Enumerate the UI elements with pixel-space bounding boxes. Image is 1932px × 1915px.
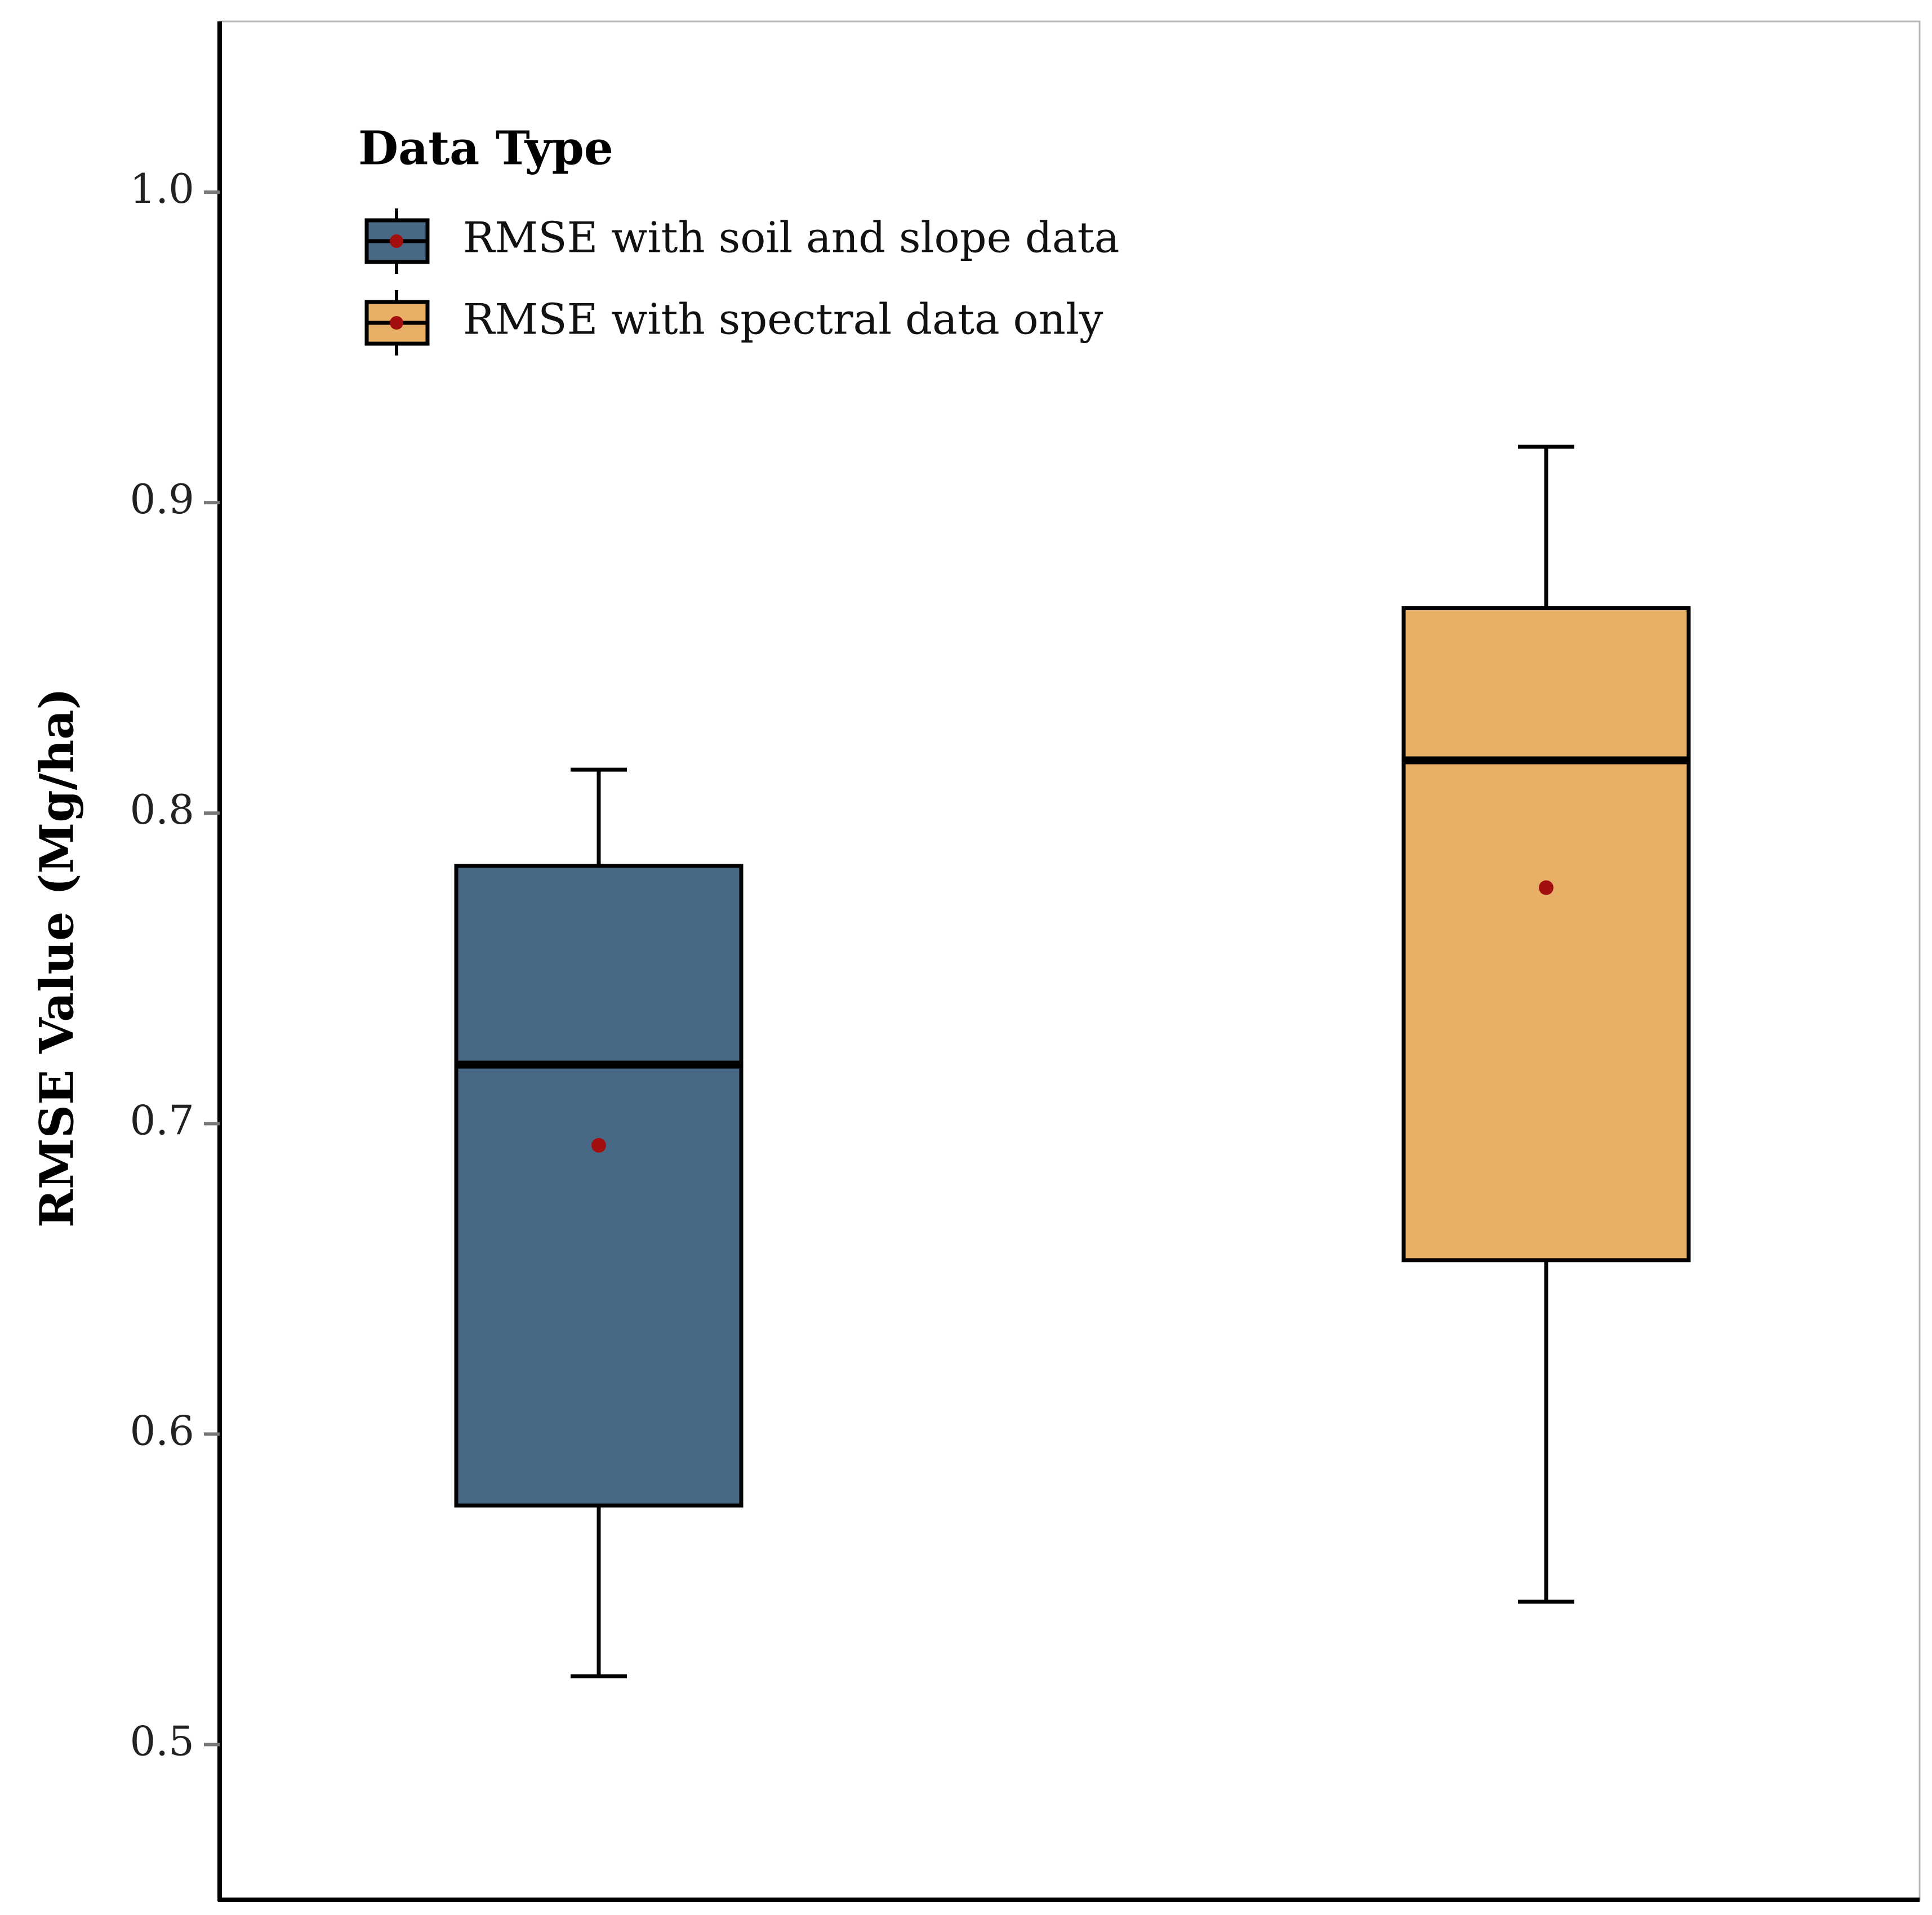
- y-tick-label: 0.8: [130, 786, 194, 833]
- y-tick-label: 0.6: [130, 1407, 194, 1454]
- y-axis-title: RMSE Value (Mg/ha): [30, 688, 84, 1228]
- legend-entry-1: RMSE with soil and slope data: [364, 208, 1119, 274]
- y-tick-label: 0.5: [130, 1717, 194, 1765]
- legend-key-mean-point: [390, 316, 403, 330]
- iqr-box: [1401, 606, 1691, 1263]
- y-tick-label: 1.0: [130, 165, 194, 212]
- legend-entry-2: RMSE with spectral data only: [364, 290, 1103, 356]
- legend-title: Data Type: [358, 121, 613, 175]
- legend-key-mean-point: [390, 234, 403, 248]
- legend-label: RMSE with soil and slope data: [463, 212, 1119, 262]
- y-tick-label: 0.7: [130, 1096, 194, 1144]
- y-tick-label: 0.9: [130, 476, 194, 523]
- box-group-2: [1401, 445, 1691, 1604]
- mean-point: [1539, 880, 1553, 895]
- box-group-1: [454, 767, 744, 1678]
- iqr-box: [454, 864, 744, 1508]
- legend-label: RMSE with spectral data only: [463, 294, 1103, 344]
- mean-point: [591, 1138, 606, 1153]
